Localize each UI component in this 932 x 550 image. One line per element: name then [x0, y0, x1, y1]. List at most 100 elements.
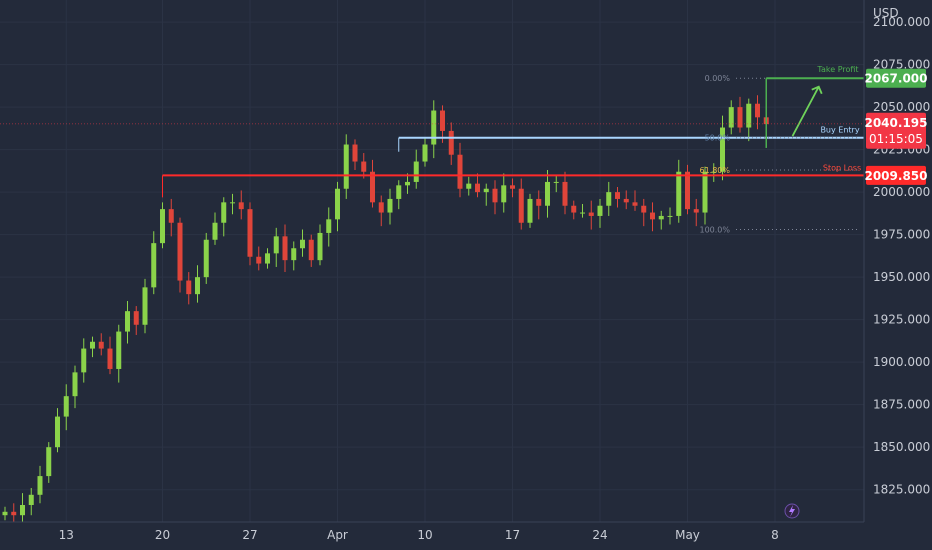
candle: [151, 243, 157, 288]
x-tick-label: Apr: [327, 528, 348, 542]
candle: [641, 205, 647, 213]
candle: [580, 212, 585, 214]
candle: [168, 209, 174, 223]
candle: [422, 144, 428, 162]
y-tick-label: 2050.000: [873, 100, 930, 114]
candle: [186, 280, 192, 295]
candle: [282, 236, 288, 261]
svg-text:2009.850: 2009.850: [864, 169, 927, 183]
y-tick-label: 1900.000: [873, 355, 930, 369]
candle: [291, 248, 297, 261]
candle: [387, 198, 393, 213]
candle: [2, 511, 8, 516]
candle: [212, 222, 218, 240]
candle: [378, 202, 384, 213]
candle: [300, 239, 305, 249]
candle: [238, 202, 244, 210]
candle: [326, 219, 332, 233]
candle: [55, 416, 60, 448]
candle: [466, 183, 472, 189]
y-tick-label: 1825.000: [873, 483, 930, 497]
candle: [396, 185, 402, 199]
candle: [317, 232, 323, 261]
candle: [492, 188, 498, 203]
fib-50-label: 50.0%: [705, 134, 731, 143]
candle: [553, 181, 559, 183]
target-arrow-icon: [791, 85, 823, 137]
y-tick-label: 1950.000: [873, 270, 930, 284]
candle: [28, 494, 34, 505]
candle: [413, 161, 419, 182]
candle: [247, 209, 253, 257]
candle: [720, 127, 725, 172]
candle: [702, 171, 708, 213]
candle: [142, 287, 148, 325]
fib-618-label: 61.80%: [699, 166, 730, 175]
candle: [11, 511, 17, 516]
x-tick-label: 17: [505, 528, 520, 542]
y-tick-label: 2100.000: [873, 15, 930, 29]
candle: [606, 192, 612, 206]
lightning-icon[interactable]: [784, 503, 800, 519]
x-tick-label: 8: [771, 528, 779, 542]
x-tick-label: May: [675, 528, 700, 542]
y-tick-label: 1975.000: [873, 228, 930, 242]
take-profit-label: Take Profit: [816, 65, 858, 74]
candle: [667, 215, 673, 217]
y-tick-label: 2075.000: [873, 58, 930, 72]
candle: [615, 192, 620, 199]
candle: [37, 476, 43, 495]
candle: [221, 202, 227, 223]
candle: [107, 348, 113, 369]
candle: [746, 103, 752, 128]
candle: [737, 107, 743, 128]
fib-100-label: 100.0%: [699, 226, 730, 235]
candle: [405, 181, 410, 186]
candle: [457, 154, 463, 189]
candle: [588, 212, 594, 216]
candle: [658, 215, 664, 220]
currency-label: USD: [873, 6, 899, 20]
x-tick-label: 13: [59, 528, 74, 542]
candle: [230, 202, 235, 204]
candle: [448, 130, 454, 155]
candle: [536, 198, 542, 206]
time-axis[interactable]: 13 20 27 Apr 10 17 24 May 8: [0, 521, 932, 550]
candle: [483, 188, 489, 193]
candle: [711, 171, 717, 173]
candle: [343, 144, 349, 189]
candle: [160, 209, 165, 244]
y-tick-label: 2000.000: [873, 185, 930, 199]
y-tick-label: 1925.000: [873, 313, 930, 327]
candle: [352, 144, 358, 162]
candle: [475, 183, 480, 193]
candle: [195, 277, 200, 295]
bar-countdown: 01:15:05: [869, 132, 923, 146]
x-tick-label: 10: [417, 528, 432, 542]
candle: [125, 311, 130, 332]
candle: [728, 107, 734, 128]
y-tick-label: 1875.000: [873, 398, 930, 412]
candle: [361, 161, 367, 172]
y-tick-label: 1850.000: [873, 440, 930, 454]
candles: [2, 95, 769, 529]
x-tick-label: 24: [592, 528, 607, 542]
current-price-tag: 2040.195 01:15:05: [864, 112, 928, 149]
candle: [370, 171, 375, 203]
take-profit-tag: 2067.000: [864, 68, 928, 88]
candle: [650, 212, 655, 220]
candle: [685, 171, 690, 210]
candle: [20, 504, 25, 516]
candle: [571, 205, 577, 213]
candle: [623, 198, 629, 203]
candle: [265, 253, 270, 264]
candle: [527, 198, 533, 223]
buy-entry-label: Buy Entry: [820, 126, 859, 135]
candle: [98, 341, 104, 349]
svg-text:2067.000: 2067.000: [864, 72, 927, 86]
x-tick-label: 20: [155, 528, 170, 542]
candle: [545, 181, 550, 206]
candle: [63, 396, 69, 417]
candle: [90, 341, 95, 349]
